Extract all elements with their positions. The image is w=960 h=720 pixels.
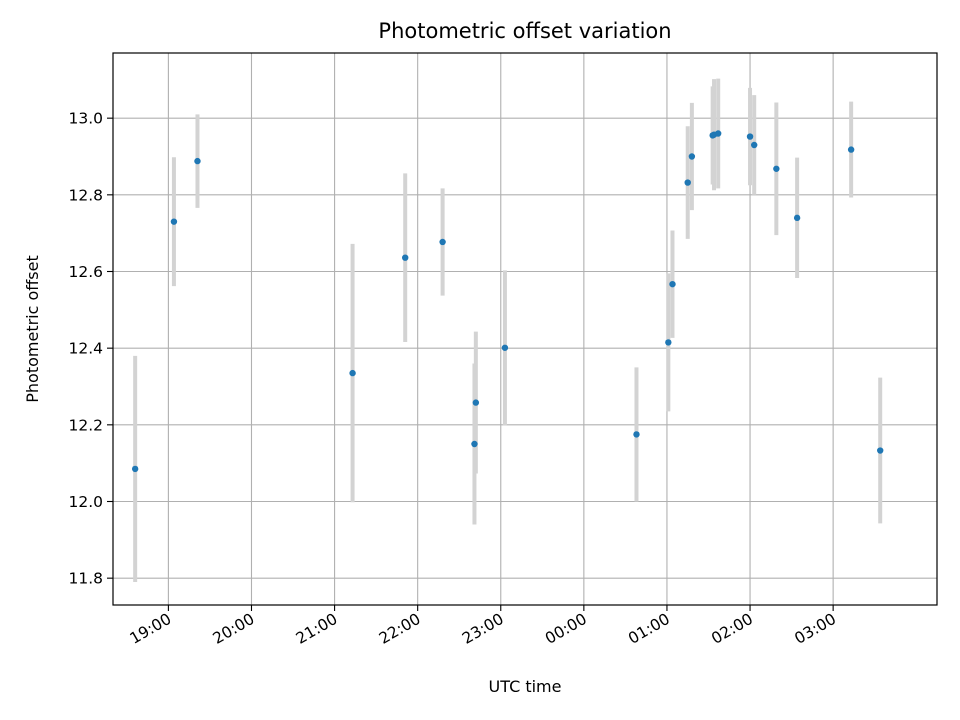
x-tick-label: 00:00 (542, 610, 590, 648)
x-axis-ticks: 19:00 20:00 21:00 22:00 23:00 00:00 01:00 02:00… (127, 605, 839, 648)
data-point (746, 133, 754, 140)
y-tick-label: 12.2 (68, 416, 103, 434)
x-tick-label: 02:00 (708, 610, 756, 648)
plot-frame (112, 52, 938, 606)
y-tick-label: 13.0 (68, 110, 103, 128)
data-point (349, 369, 356, 377)
data-point (714, 130, 722, 137)
data-point (131, 465, 139, 473)
grid (113, 53, 937, 605)
data-point (402, 254, 409, 261)
x-tick-label: 22:00 (376, 610, 424, 648)
data-point (170, 218, 178, 225)
data-point (684, 179, 691, 186)
data-point (793, 214, 801, 222)
y-tick-label: 12.4 (68, 340, 103, 358)
y-tick-label: 12.8 (68, 186, 103, 204)
data-point (472, 399, 480, 406)
data-point (750, 141, 758, 149)
data-point (688, 153, 696, 160)
x-tick-label: 01:00 (625, 610, 673, 648)
data-point (439, 238, 446, 246)
data-point (665, 339, 672, 346)
data-point (501, 344, 509, 351)
data-point (669, 280, 676, 288)
data-point (847, 146, 855, 153)
x-tick-label: 23:00 (459, 610, 507, 648)
y-axis-ticks: 11.8 12.0 12.2 12.4 12.6 12.8 13.0 (68, 110, 113, 588)
y-tick-label: 12.6 (68, 263, 103, 281)
data-point (633, 431, 640, 438)
x-tick-label: 19:00 (127, 610, 175, 648)
data-point (877, 447, 884, 454)
y-tick-label: 12.0 (68, 493, 103, 511)
chart-title: Photometric offset variation (378, 19, 671, 43)
data-point (773, 165, 780, 172)
x-tick-label: 03:00 (791, 610, 839, 648)
x-tick-label: 20:00 (210, 610, 258, 648)
x-axis-label: UTC time (489, 677, 562, 696)
x-tick-label: 21:00 (293, 610, 341, 648)
data-point (471, 440, 478, 448)
data-points (131, 130, 884, 473)
y-tick-label: 11.8 (68, 570, 103, 588)
y-axis-label: Photometric offset (23, 255, 42, 403)
data-point (194, 157, 201, 165)
error-bars (133, 78, 883, 582)
